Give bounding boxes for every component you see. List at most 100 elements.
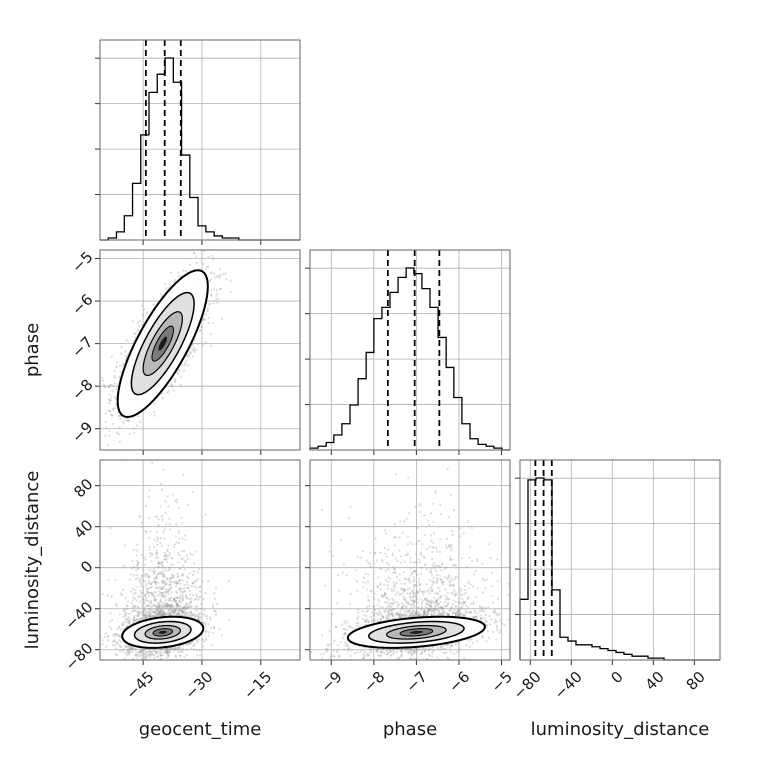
sample-point (192, 346, 195, 350)
sample-point (177, 648, 180, 651)
sample-point (161, 561, 164, 564)
sample-point (179, 607, 182, 610)
sample-point (168, 551, 171, 555)
sample-point (155, 607, 158, 611)
sample-point (219, 268, 222, 271)
sample-point (174, 600, 177, 603)
sample-point (191, 490, 194, 493)
sample-point (159, 505, 162, 508)
sample-point (209, 626, 213, 629)
sample-point (184, 269, 188, 273)
sample-point (131, 657, 135, 660)
sample-point (161, 397, 164, 400)
sample-point (140, 649, 143, 653)
sample-point (177, 531, 180, 534)
sample-point (181, 363, 184, 366)
sample-point (164, 613, 167, 616)
sample-point (184, 560, 187, 563)
sample-point (160, 651, 163, 654)
sample-point (159, 654, 163, 657)
sample-point (126, 646, 129, 649)
sample-point (184, 612, 187, 615)
sample-point (155, 553, 158, 556)
sample-point (201, 639, 204, 642)
sample-point (210, 289, 213, 292)
sample-point (204, 341, 207, 344)
sample-point (142, 556, 146, 559)
sample-point (167, 650, 171, 653)
sample-point (104, 632, 108, 635)
sample-point (108, 393, 111, 396)
sample-point (116, 634, 119, 637)
sample-point (211, 605, 215, 608)
sample-point (126, 621, 129, 624)
sample-point (132, 574, 136, 577)
sample-point (175, 523, 178, 526)
sample-point (115, 388, 118, 391)
sample-point (191, 640, 194, 644)
sample-point (117, 633, 120, 637)
sample-point (134, 647, 137, 651)
sample-point (185, 604, 188, 607)
sample-point (122, 422, 125, 425)
sample-point (132, 621, 135, 624)
sample-point (192, 573, 195, 577)
sample-point (186, 614, 189, 618)
sample-point (108, 410, 111, 413)
sample-point (107, 634, 110, 638)
sample-point (163, 604, 166, 607)
sample-point (152, 303, 155, 306)
sample-point (176, 371, 179, 375)
sample-point (160, 654, 163, 657)
sample-point (188, 615, 191, 618)
sample-point (132, 609, 135, 613)
sample-point (152, 614, 155, 617)
sample-point (211, 603, 214, 606)
sample-point (183, 608, 187, 612)
sample-point (178, 650, 181, 653)
sample-point (183, 584, 186, 587)
sample-point (182, 572, 185, 576)
sample-point (218, 628, 221, 631)
sample-point (126, 339, 129, 342)
sample-point (181, 610, 184, 613)
sample-point (188, 613, 191, 617)
sample-point (153, 611, 157, 614)
sample-point (153, 604, 156, 607)
sample-point (177, 541, 180, 545)
sample-point (127, 622, 131, 625)
sample-point (169, 647, 172, 650)
sample-point (176, 646, 179, 650)
sample-point (152, 611, 155, 614)
sample-point (219, 287, 223, 290)
sample-point (143, 652, 146, 656)
sample-point (169, 611, 172, 614)
sample-point (144, 593, 147, 596)
sample-point (161, 613, 164, 617)
sample-point (115, 647, 118, 650)
sample-point (138, 618, 141, 621)
sample-point (161, 604, 164, 607)
sample-point (164, 599, 167, 602)
sample-point (216, 301, 219, 304)
sample-point (167, 592, 170, 595)
sample-point (153, 598, 157, 601)
panel-phase-histogram (305, 249, 511, 455)
sample-point (186, 606, 189, 609)
sample-point (194, 606, 197, 609)
sample-point (162, 580, 165, 583)
sample-point (144, 615, 147, 618)
sample-point (101, 379, 105, 382)
sample-point (156, 607, 160, 610)
sample-point (186, 586, 190, 590)
sample-point (143, 598, 146, 602)
sample-point (196, 614, 199, 618)
sample-point (123, 609, 126, 612)
sample-point (166, 548, 169, 552)
sample-point (172, 389, 175, 392)
sample-point (143, 595, 146, 598)
sample-point (132, 565, 136, 568)
sample-point (161, 585, 164, 588)
sample-point (189, 610, 192, 613)
sample-point (176, 572, 179, 575)
